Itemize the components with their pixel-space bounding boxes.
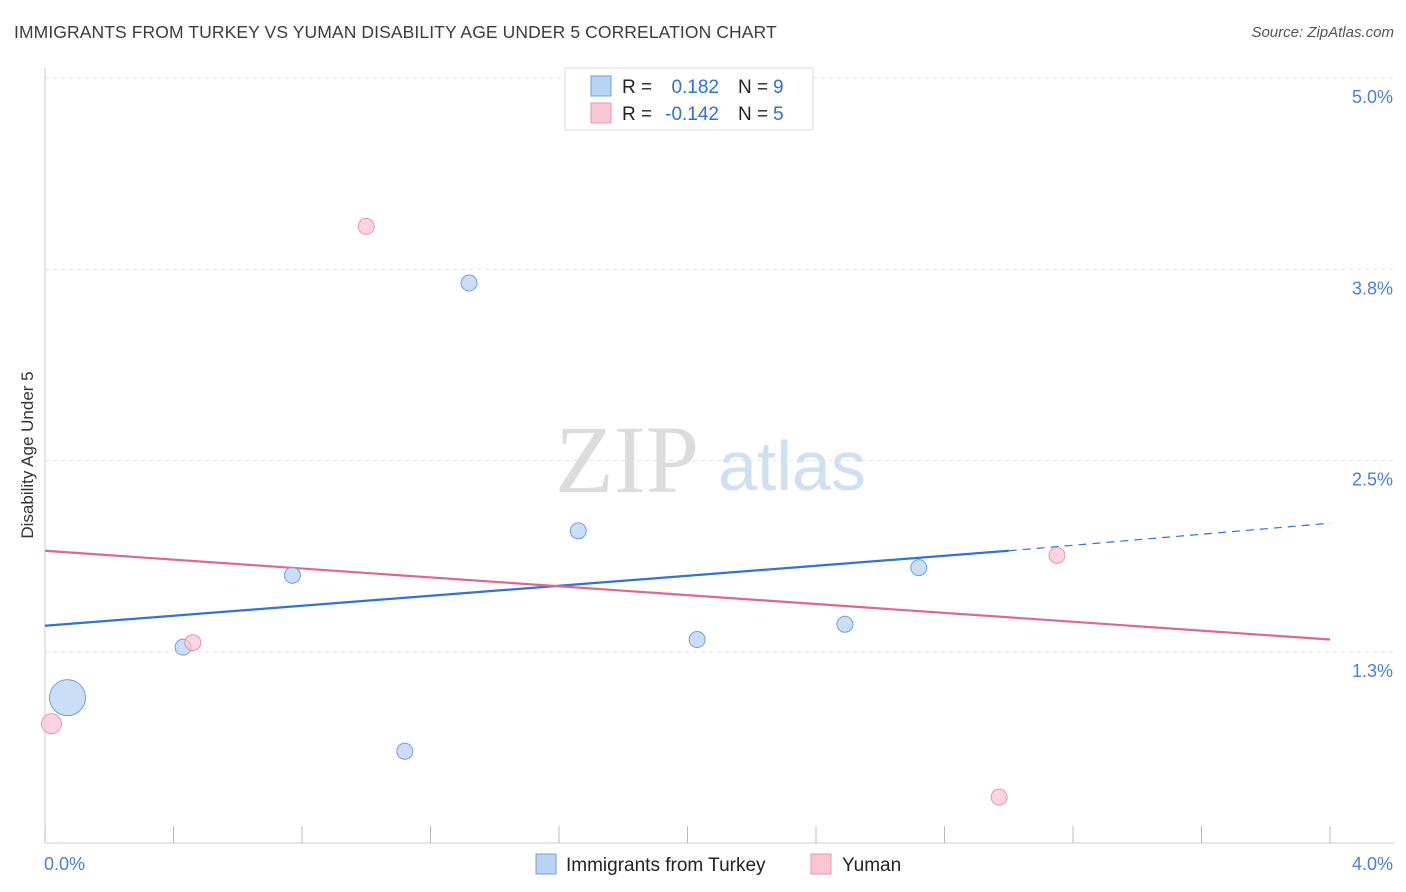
point-turkey [910,559,928,577]
bottom-legend-label-turkey: Immigrants from Turkey [566,855,766,876]
watermark-zip: ZIP [555,406,699,513]
legend-swatch-turkey [590,75,612,97]
legend-r-label-turkey: R = [622,77,652,98]
legend-r-value-yuman: -0.142 [665,104,719,125]
series-legend: Immigrants from Turkey Yuman [535,853,901,876]
point-turkey [569,522,587,540]
y-axis-label: Disability Age Under 5 [18,371,37,538]
chart-title: IMMIGRANTS FROM TURKEY VS YUMAN DISABILI… [14,22,777,42]
point-yuman [184,634,202,652]
point-turkey [396,742,414,760]
x-tick-labels: 0.0% 4.0% [44,854,1393,874]
legend-n-label-turkey: N = [738,77,768,98]
point-turkey [283,566,301,584]
bottom-legend-label-yuman: Yuman [842,855,901,876]
legend-r-label-yuman: R = [622,104,652,125]
y-tick-label: 2.5% [1352,470,1393,490]
point-yuman [40,713,62,735]
point-turkey [460,274,478,292]
point-yuman [357,217,375,235]
x-tick-label: 0.0% [44,854,85,874]
point-turkey [836,615,854,633]
point-turkey [688,631,706,649]
trend-lines [44,522,1331,641]
y-tick-label: 3.8% [1352,278,1393,298]
point-turkey [48,679,86,717]
x-tick-label: 4.0% [1352,854,1393,874]
point-yuman [1048,546,1066,564]
axes [44,68,1395,844]
stats-legend: R = 0.182 N = 9 R = -0.142 N = 5 [564,67,814,131]
trend-line-turkey [44,549,1009,627]
trend-line-yuman [44,549,1331,641]
legend-swatch-yuman [590,102,612,124]
y-tick-label: 5.0% [1352,87,1393,107]
bottom-legend-swatch-yuman [810,853,832,875]
data-points [40,217,1066,806]
bottom-legend-swatch-turkey [535,853,557,875]
point-yuman [990,788,1008,806]
legend-r-value-turkey: 0.182 [671,77,719,98]
watermark-atlas: atlas [718,427,866,505]
legend-n-value-turkey: 9 [773,77,784,98]
y-tick-labels: 1.3% 2.5% 3.8% 5.0% [1352,87,1393,681]
legend-n-label-yuman: N = [738,104,768,125]
trend-line-turkey-extension [1008,522,1331,552]
source-label: Source: ZipAtlas.com [1251,24,1394,41]
y-tick-label: 1.3% [1352,661,1393,681]
legend-n-value-yuman: 5 [773,104,784,125]
